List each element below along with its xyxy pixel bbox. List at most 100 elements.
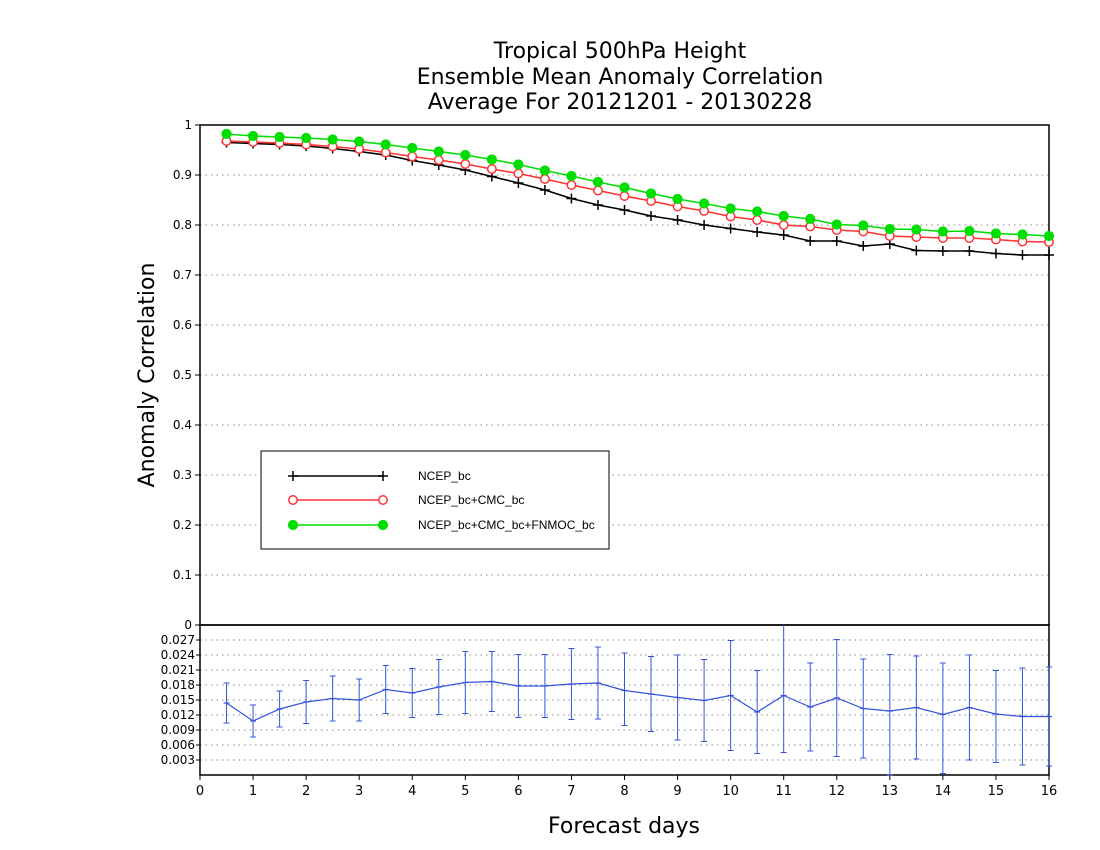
series-0-point	[592, 200, 603, 210]
x-tick-label: 10	[722, 784, 739, 799]
bottom-y-tick-label: 0.024	[161, 648, 195, 662]
title-line-3: Average For 20121201 - 20130228	[428, 90, 813, 115]
series-2-point	[380, 139, 391, 150]
series-2-point	[1043, 230, 1055, 242]
series-1-point	[566, 180, 577, 190]
series-2-point	[301, 132, 312, 144]
series-2-point	[752, 206, 763, 217]
x-tick-label: 11	[775, 784, 792, 799]
legend-marker-right-2	[377, 519, 389, 531]
series-2-point	[858, 220, 869, 231]
legend-label-0: NCEP_bc	[418, 469, 471, 483]
x-tick-label: 2	[302, 784, 310, 799]
series-line-2	[226, 133, 1050, 237]
bottom-y-tick-label: 0.006	[161, 738, 195, 752]
series-2-point	[672, 193, 683, 205]
series-1-point	[460, 159, 471, 169]
series-1-point	[752, 215, 763, 225]
x-axis: 0 1 2 3 4 5 6 7 8 9 10 11 12 13 14 15 16	[196, 775, 1057, 799]
series-2-point	[486, 154, 497, 165]
series-2-point	[407, 142, 418, 154]
top-series-group	[221, 128, 1055, 260]
series-0-point	[858, 241, 869, 251]
bottom-y-tick-label: 0.018	[161, 678, 195, 692]
series-0-point	[725, 223, 736, 234]
series-2-point	[354, 136, 365, 147]
series-0-point	[1044, 250, 1054, 260]
top-y-tick-label: 0.8	[173, 218, 192, 232]
bottom-y-tick-label: 0.021	[161, 663, 195, 677]
series-1-point	[486, 164, 497, 174]
series-2-point	[539, 165, 551, 176]
series-0-point	[911, 245, 922, 256]
series-2-point	[592, 176, 604, 188]
bottom-y-tick-label: 0.027	[161, 633, 195, 647]
x-tick-label: 16	[1041, 784, 1058, 799]
top-y-axis: 0 0.1 0.2 0.3 0.4 0.5 0.6 0.7 0.8 0.9 1	[173, 118, 200, 632]
difference-line	[226, 680, 1049, 722]
title-line-1: Tropical 500hPa Height	[493, 39, 747, 64]
series-2-point	[274, 131, 285, 143]
series-0-point	[778, 230, 789, 240]
top-y-tick-label: 0.7	[173, 268, 192, 282]
x-tick-label: 5	[461, 784, 469, 799]
x-tick-label: 8	[620, 784, 628, 799]
x-tick-label: 15	[988, 784, 1005, 799]
series-line-1	[226, 140, 1050, 243]
series-0-point	[937, 246, 948, 256]
series-0-point	[539, 185, 550, 195]
legend-marker-left-0	[288, 471, 298, 481]
series-0-point	[699, 220, 710, 230]
series-2-point	[221, 128, 232, 140]
series-2-point	[247, 130, 259, 142]
series-0-point	[805, 236, 816, 246]
series-1-point	[778, 220, 789, 230]
bottom-y-tick-label: 0.012	[161, 708, 195, 722]
chart-title: Tropical 500hPa Height Ensemble Mean Ano…	[417, 39, 824, 115]
series-0-point	[752, 227, 763, 237]
series-2-point	[513, 159, 524, 170]
x-tick-label: 7	[567, 784, 575, 799]
series-2-point	[698, 198, 710, 209]
series-2-point	[911, 224, 922, 235]
series-2-point	[327, 134, 338, 145]
series-2-point	[566, 170, 577, 182]
legend-label-1: NCEP_bc+CMC_bc	[418, 493, 524, 507]
series-2-point	[805, 213, 816, 225]
legend-marker-left-2	[287, 519, 299, 531]
top-y-tick-label: 0.4	[173, 418, 192, 432]
x-axis-label: Forecast days	[548, 814, 700, 839]
series-1-point	[407, 151, 418, 162]
series-2-point	[831, 219, 842, 230]
legend: NCEP_bc NCEP_bc+CMC_bc NCEP_bc+CMC_bc+FNMO…	[260, 450, 610, 550]
series-2-point	[1017, 229, 1028, 240]
bottom-y-tick-label: 0.009	[161, 723, 195, 737]
x-tick-label: 3	[355, 784, 363, 799]
title-line-2: Ensemble Mean Anomaly Correlation	[417, 65, 824, 90]
series-2-point	[619, 182, 630, 193]
series-2-point	[645, 188, 657, 199]
series-2-point	[937, 226, 948, 237]
top-y-tick-label: 1	[184, 118, 192, 132]
series-1-point	[513, 168, 524, 179]
x-tick-label: 4	[408, 784, 416, 799]
top-y-tick-label: 0.9	[173, 168, 192, 182]
x-tick-label: 14	[935, 784, 952, 799]
legend-label-2: NCEP_bc+CMC_bc+FNMOC_bc	[418, 518, 595, 532]
top-y-tick-label: 0.1	[173, 568, 192, 582]
series-0-point	[566, 193, 577, 204]
bottom-series-group	[223, 625, 1052, 776]
series-0-point	[831, 236, 842, 246]
series-2-point	[725, 203, 736, 214]
x-tick-label: 1	[249, 784, 257, 799]
series-2-point	[990, 228, 1002, 239]
legend-marker-left-1	[288, 495, 298, 505]
series-2-point	[433, 146, 444, 157]
legend-marker-right-0	[378, 471, 388, 481]
top-y-tick-label: 0.2	[173, 518, 192, 532]
series-2-point	[778, 210, 789, 222]
top-y-tick-label: 0.3	[173, 468, 192, 482]
series-2-point	[964, 225, 975, 237]
x-tick-label: 13	[882, 784, 899, 799]
